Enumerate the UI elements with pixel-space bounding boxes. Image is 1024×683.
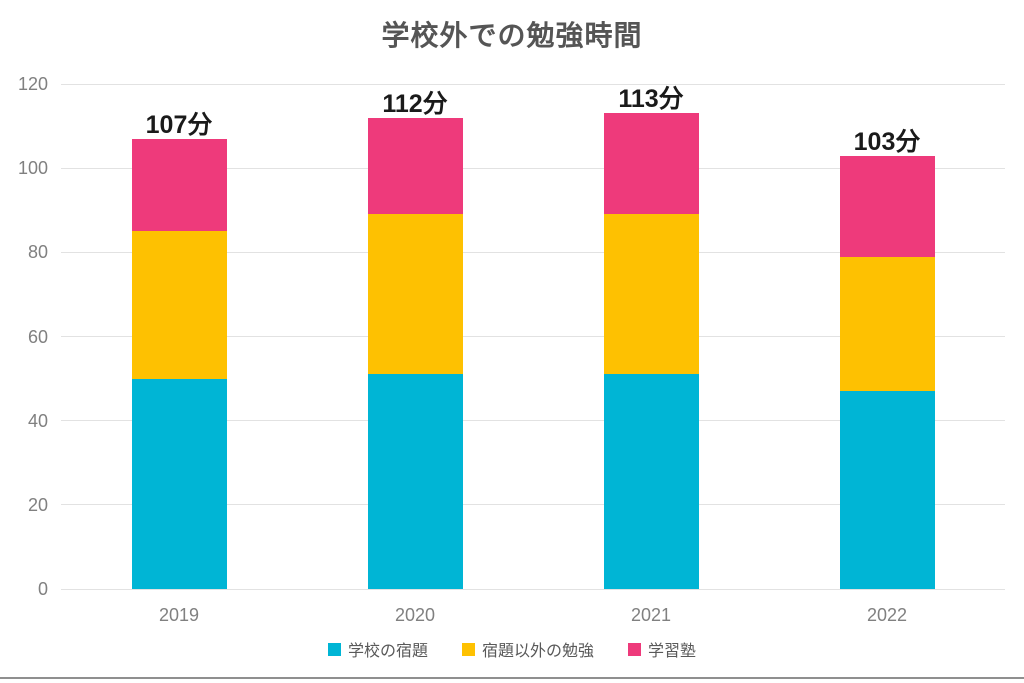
legend-item-2: 学習塾 xyxy=(628,637,696,661)
bar-segment-2020-s2 xyxy=(367,117,463,215)
chart-title: 学校外での勉強時間 xyxy=(381,20,643,51)
y-axis-tick-label: 80 xyxy=(27,242,48,263)
legend-label: 学習塾 xyxy=(648,643,697,660)
bar-total-label-2020: 112分 xyxy=(382,89,448,118)
gridline-y100 xyxy=(61,167,1005,169)
bar-segment-2021-s2 xyxy=(603,113,699,215)
gridline-y60 xyxy=(61,336,1005,337)
gridline-y0 xyxy=(61,588,1005,590)
x-axis-tick-label-2022: 2022 xyxy=(866,605,908,625)
gridline-y40 xyxy=(61,420,1005,422)
bar-total-label-2021: 113分 xyxy=(618,85,684,114)
bar-segment-2020-s1 xyxy=(367,214,463,375)
x-axis-tick-label-2020: 2020 xyxy=(394,605,436,625)
bar-segment-2019-s2 xyxy=(131,138,227,232)
bar-segment-2021-s1 xyxy=(603,214,699,375)
y-axis-tick-label: 60 xyxy=(27,326,48,347)
y-axis-tick-label: 0 xyxy=(37,579,48,599)
bar-segment-2020-s0 xyxy=(367,374,463,589)
gridline-y120 xyxy=(61,83,1005,85)
gridline-y20 xyxy=(61,504,1005,506)
legend: 学校の宿題 宿題以外の勉強 学習塾 xyxy=(0,637,1024,661)
x-axis-tick-label-2019: 2019 xyxy=(158,605,200,625)
bar-total-label-2022: 103分 xyxy=(853,127,921,156)
legend-label: 学校の宿題 xyxy=(347,643,428,660)
bottom-divider xyxy=(0,677,1024,679)
bar-total-label-2019: 107分 xyxy=(145,110,213,139)
legend-swatch-icon xyxy=(327,642,341,656)
legend-item-0: 学校の宿題 xyxy=(327,637,428,661)
y-axis-tick-label: 100 xyxy=(17,158,48,179)
x-axis-tick-label-2021: 2021 xyxy=(630,605,672,625)
bar-segment-2019-s0 xyxy=(131,378,227,589)
legend-item-1: 宿題以外の勉強 xyxy=(461,637,594,661)
legend-swatch-icon xyxy=(628,642,641,656)
y-axis-tick-label: 120 xyxy=(17,74,48,94)
gridline-y80 xyxy=(61,251,1005,253)
bar-segment-2021-s0 xyxy=(603,374,699,589)
y-axis-tick-label: 40 xyxy=(27,410,48,431)
legend-label: 宿題以外の勉強 xyxy=(481,643,594,660)
bar-segment-2022-s0 xyxy=(839,391,935,589)
bar-segment-2022-s2 xyxy=(839,155,935,257)
bar-segment-2019-s1 xyxy=(131,231,227,379)
bar-segment-2022-s1 xyxy=(839,256,935,392)
legend-swatch-icon xyxy=(461,642,475,656)
y-axis-tick-label: 20 xyxy=(27,494,48,515)
